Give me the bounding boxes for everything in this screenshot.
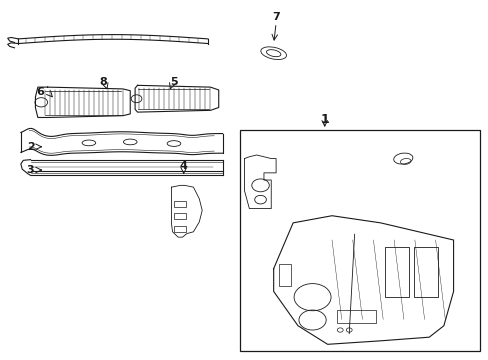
Text: 8: 8 xyxy=(100,77,107,87)
Bar xyxy=(336,310,375,323)
Bar xyxy=(278,264,290,286)
Text: 4: 4 xyxy=(180,161,187,171)
Bar xyxy=(173,201,185,207)
Bar xyxy=(413,247,437,297)
Bar xyxy=(385,247,407,297)
Bar xyxy=(239,130,479,351)
Text: 6: 6 xyxy=(36,87,44,98)
Text: 3: 3 xyxy=(27,165,34,175)
Bar xyxy=(173,213,185,220)
Text: 7: 7 xyxy=(272,13,280,22)
Bar xyxy=(173,226,185,232)
Text: 2: 2 xyxy=(27,142,34,152)
Text: 5: 5 xyxy=(170,77,178,87)
Text: 1: 1 xyxy=(320,113,328,126)
